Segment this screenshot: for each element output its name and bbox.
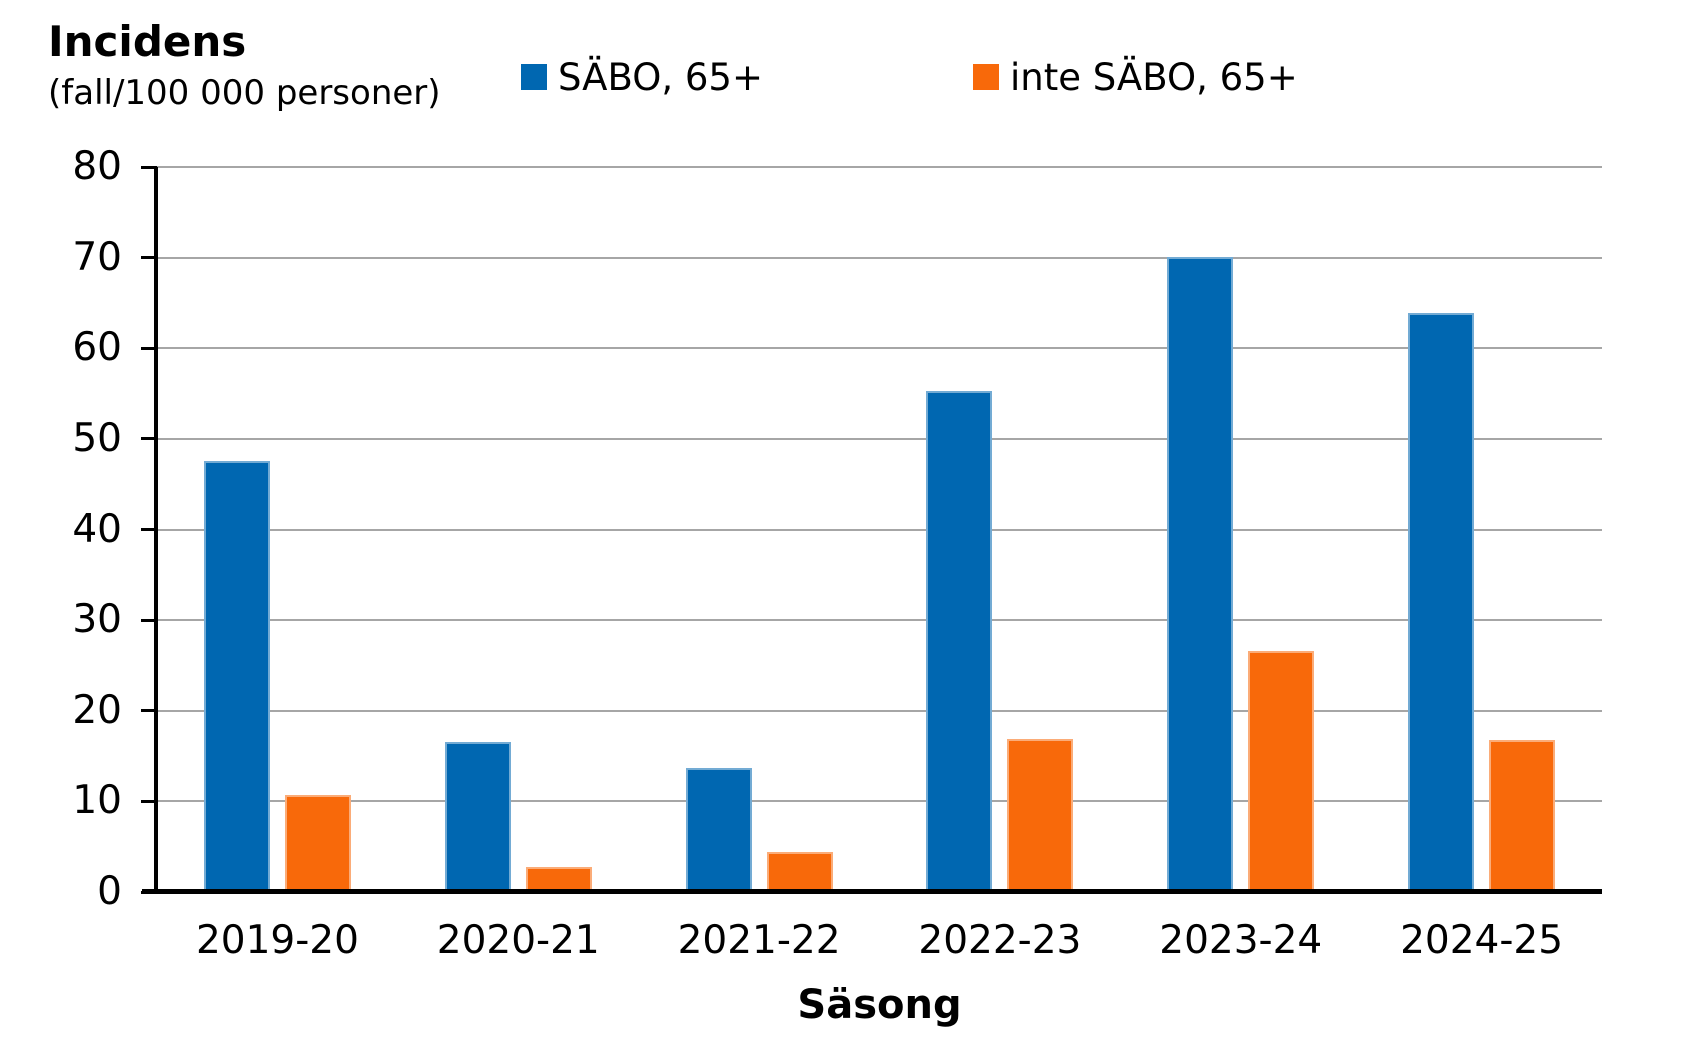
bar-sabo-2024-25 (1408, 312, 1475, 892)
y-tick-80 (141, 165, 157, 169)
gridline-80 (157, 166, 1602, 168)
gridline-70 (157, 256, 1602, 259)
gridline-30 (157, 619, 1602, 622)
plot-area (141, 165, 1602, 894)
y-tick-10 (141, 799, 157, 803)
y-tick-60 (141, 346, 157, 350)
x-tick-label-2024-25: 2024-25 (1400, 918, 1564, 963)
x-tick-label-2021-22: 2021-22 (677, 918, 841, 963)
bar-inte-sabo-2022-23 (1007, 738, 1074, 892)
legend-item-inte-sabo: inte SÄBO, 65+ (973, 52, 1298, 102)
gridline-20 (157, 709, 1602, 712)
chart-title: Incidens (48, 17, 247, 66)
gridline-40 (157, 528, 1602, 531)
legend-label-inte-sabo: inte SÄBO, 65+ (1010, 55, 1298, 99)
legend-label-sabo: SÄBO, 65+ (558, 55, 763, 99)
x-tick-label-2020-21: 2020-21 (436, 918, 600, 963)
y-tick-label-70: 70 (72, 234, 122, 280)
y-tick-label-60: 60 (72, 325, 122, 371)
y-tick-label-80: 80 (72, 144, 122, 189)
x-axis-labels: 2019-20 2020-21 2021-22 2022-23 2023-24 2024-… (157, 918, 1602, 965)
chart-subtitle: (fall/100 000 personer) (48, 73, 441, 113)
x-tick-label-2023-24: 2023-24 (1159, 918, 1323, 963)
y-tick-50 (141, 437, 157, 441)
y-tick-label-20: 20 (72, 687, 122, 733)
bar-sabo-2023-24 (1167, 256, 1234, 892)
bar-inte-sabo-2020-21 (525, 866, 592, 892)
x-tick-label-2022-23: 2022-23 (918, 918, 1082, 963)
legend-item-sabo: SÄBO, 65+ (521, 52, 763, 102)
bar-group-2023-24 (1120, 167, 1361, 892)
bar-group-2021-22 (639, 167, 880, 892)
bar-sabo-2021-22 (685, 767, 752, 892)
y-tick-label-30: 30 (72, 597, 122, 643)
y-tick-40 (141, 528, 157, 531)
gridline-60 (157, 347, 1602, 350)
y-axis-line (154, 167, 158, 892)
y-tick-label-0: 0 (97, 869, 122, 914)
gridline-50 (157, 437, 1602, 440)
gridline-10 (157, 800, 1602, 803)
bar-group-2020-21 (398, 167, 639, 892)
x-axis-line (142, 889, 1602, 894)
bar-sabo-2020-21 (444, 742, 511, 892)
bar-inte-sabo-2019-20 (284, 795, 351, 892)
bar-sabo-2019-20 (203, 460, 270, 892)
bar-sabo-2022-23 (926, 390, 993, 892)
y-tick-label-50: 50 (72, 415, 122, 461)
bar-inte-sabo-2021-22 (766, 852, 833, 892)
bar-group-2022-23 (879, 167, 1120, 892)
x-axis-title: Säsong (797, 982, 962, 1028)
bar-inte-sabo-2024-25 (1489, 739, 1556, 892)
y-tick-70 (141, 256, 157, 260)
y-tick-30 (141, 618, 157, 622)
x-tick-label-2019-20: 2019-20 (195, 918, 359, 963)
bar-group-2019-20 (157, 167, 398, 892)
legend-swatch-inte-sabo (973, 64, 999, 90)
bar-groups (157, 167, 1602, 892)
bar-inte-sabo-2023-24 (1248, 650, 1315, 892)
legend-swatch-sabo (521, 64, 547, 90)
bar-group-2024-25 (1361, 167, 1602, 892)
y-tick-20 (141, 709, 157, 713)
y-tick-label-10: 10 (72, 778, 122, 824)
y-tick-label-40: 40 (72, 506, 122, 552)
